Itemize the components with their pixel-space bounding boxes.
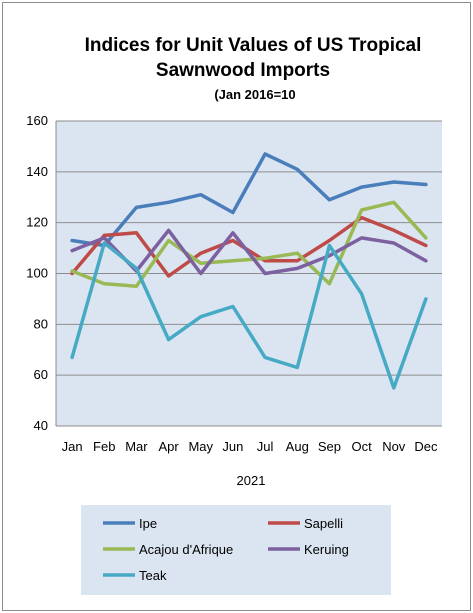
y-axis-ticks: 40 60 80 100 120 140 160 — [26, 113, 48, 433]
x-tick-label-dec: Dec — [414, 439, 438, 454]
y-tick-label: 80 — [34, 316, 48, 331]
x-tick-label-jan: Jan — [62, 439, 83, 454]
chart-title-line-1: Indices for Unit Values of US Tropical — [85, 35, 422, 56]
y-tick-label: 100 — [26, 266, 48, 281]
series-line-acajou-d-afrique — [70, 200, 428, 288]
y-tick-label: 120 — [26, 215, 48, 230]
legend-label-keruing: Keruing — [304, 542, 349, 557]
gridlines — [55, 120, 442, 427]
y-tick-label: 40 — [34, 418, 48, 433]
x-tick-label-aug: Aug — [286, 439, 309, 454]
x-tick-label-apr: Apr — [158, 439, 179, 454]
x-tick-label-mar: Mar — [125, 439, 148, 454]
x-tick-label-oct: Oct — [351, 439, 372, 454]
series-lines — [70, 152, 428, 390]
x-tick-label-sep: Sep — [318, 439, 341, 454]
y-tick-label: 140 — [26, 164, 48, 179]
y-tick-label: 60 — [34, 367, 48, 382]
x-tick-label-nov: Nov — [382, 439, 406, 454]
legend-label-sapelli: Sapelli — [304, 516, 343, 531]
x-tick-label-feb: Feb — [93, 439, 115, 454]
legend-label-ipe: Ipe — [139, 516, 157, 531]
x-axis-ticks: Jan Feb Mar Apr May Jun Jul Aug Sep Oct Nov Dec — [62, 439, 438, 454]
chart-title-line-2: Sawnwood Imports — [156, 60, 330, 81]
legend: Ipe Sapelli Acajou d'Afrique Keruing Teak — [103, 516, 349, 583]
chart-svg: Indices for Unit Values of US Tropical S… — [26, 35, 442, 595]
series-line-teak — [70, 241, 428, 390]
x-tick-label-jul: Jul — [257, 439, 274, 454]
x-tick-label-may: May — [188, 439, 213, 454]
legend-label-teak: Teak — [139, 568, 167, 583]
x-tick-label-jun: Jun — [222, 439, 243, 454]
y-tick-label: 160 — [26, 113, 48, 128]
x-axis-label: 2021 — [237, 473, 266, 488]
chart-subtitle: (Jan 2016=10 — [214, 87, 295, 102]
series-line-ipe — [70, 152, 428, 248]
legend-label-acajou-d-afrique: Acajou d'Afrique — [139, 542, 233, 557]
